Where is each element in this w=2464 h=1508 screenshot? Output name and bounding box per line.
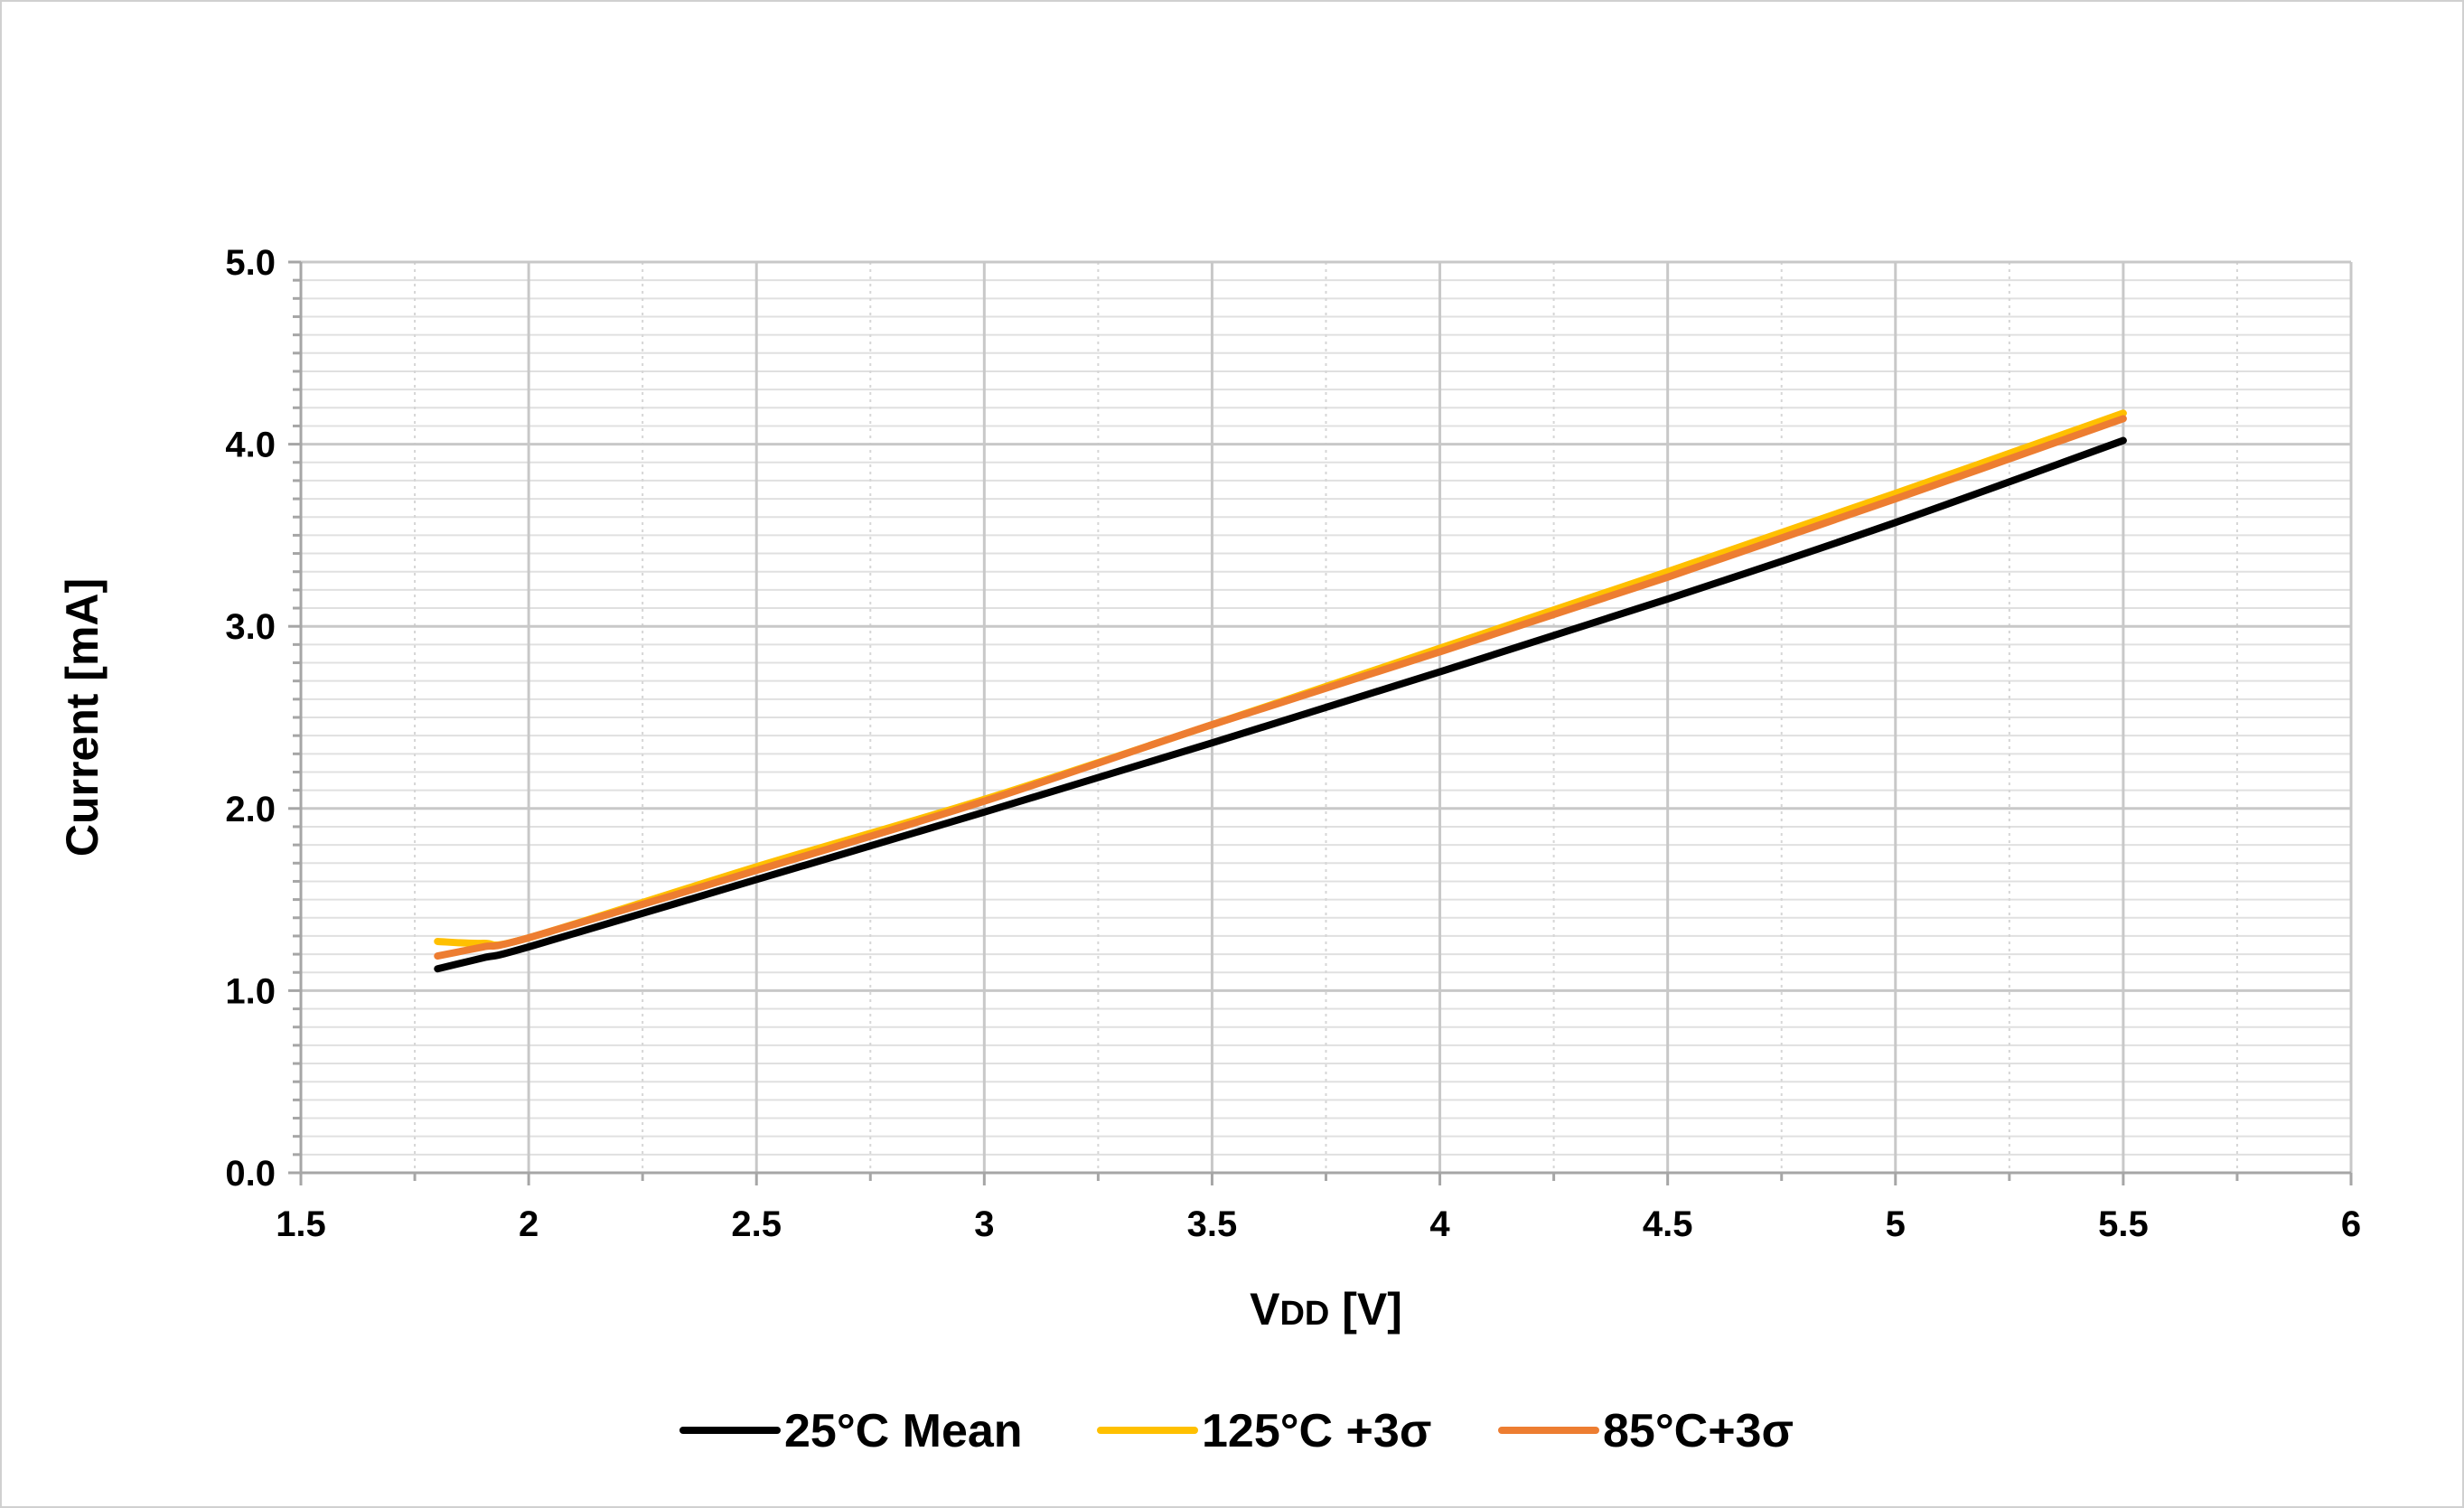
x-axis-title-unit: [V] [1329,1284,1402,1335]
x-tick-label: 4 [1429,1204,1450,1244]
x-axis-title-subscript: DD [1279,1295,1329,1333]
series-line-2 [434,409,2127,949]
y-tick-label: 5.0 [225,243,276,283]
legend-item-1: 25°C Mean [679,1405,1023,1457]
y-tick-label: 2.0 [225,790,276,829]
x-tick-label: 5 [1886,1204,1906,1244]
y-tick-label: 1.0 [225,971,276,1011]
series-line-1 [434,436,2127,973]
x-tick-label: 4.5 [1643,1204,1693,1244]
x-tick-label: 3.5 [1187,1204,1238,1244]
x-axis-title: VDD [V] [1250,1284,1402,1335]
y-tick-label: 3.0 [225,607,276,647]
x-tick-label: 2 [519,1204,539,1244]
legend-label: 125°C +3σ [1202,1405,1431,1457]
y-tick-label: 0.0 [225,1154,276,1194]
x-tick-label: 3 [974,1204,994,1244]
x-tick-label: 2.5 [731,1204,782,1244]
series-line-3 [434,415,2127,960]
x-tick-label: 5.5 [2098,1204,2149,1244]
x-tick-label: 6 [2341,1204,2361,1244]
legend-item-2: 125°C +3σ [1097,1405,1431,1457]
legend-label: 25°C Mean [784,1405,1023,1457]
legend-label: 85°C+3σ [1603,1405,1794,1457]
y-axis-title: Current [mA] [57,578,108,857]
legend-item-3: 85°C+3σ [1498,1405,1794,1457]
y-tick-label: 4.0 [225,426,276,465]
x-axis-title-main: V [1250,1284,1280,1335]
x-tick-label: 1.5 [276,1204,326,1244]
